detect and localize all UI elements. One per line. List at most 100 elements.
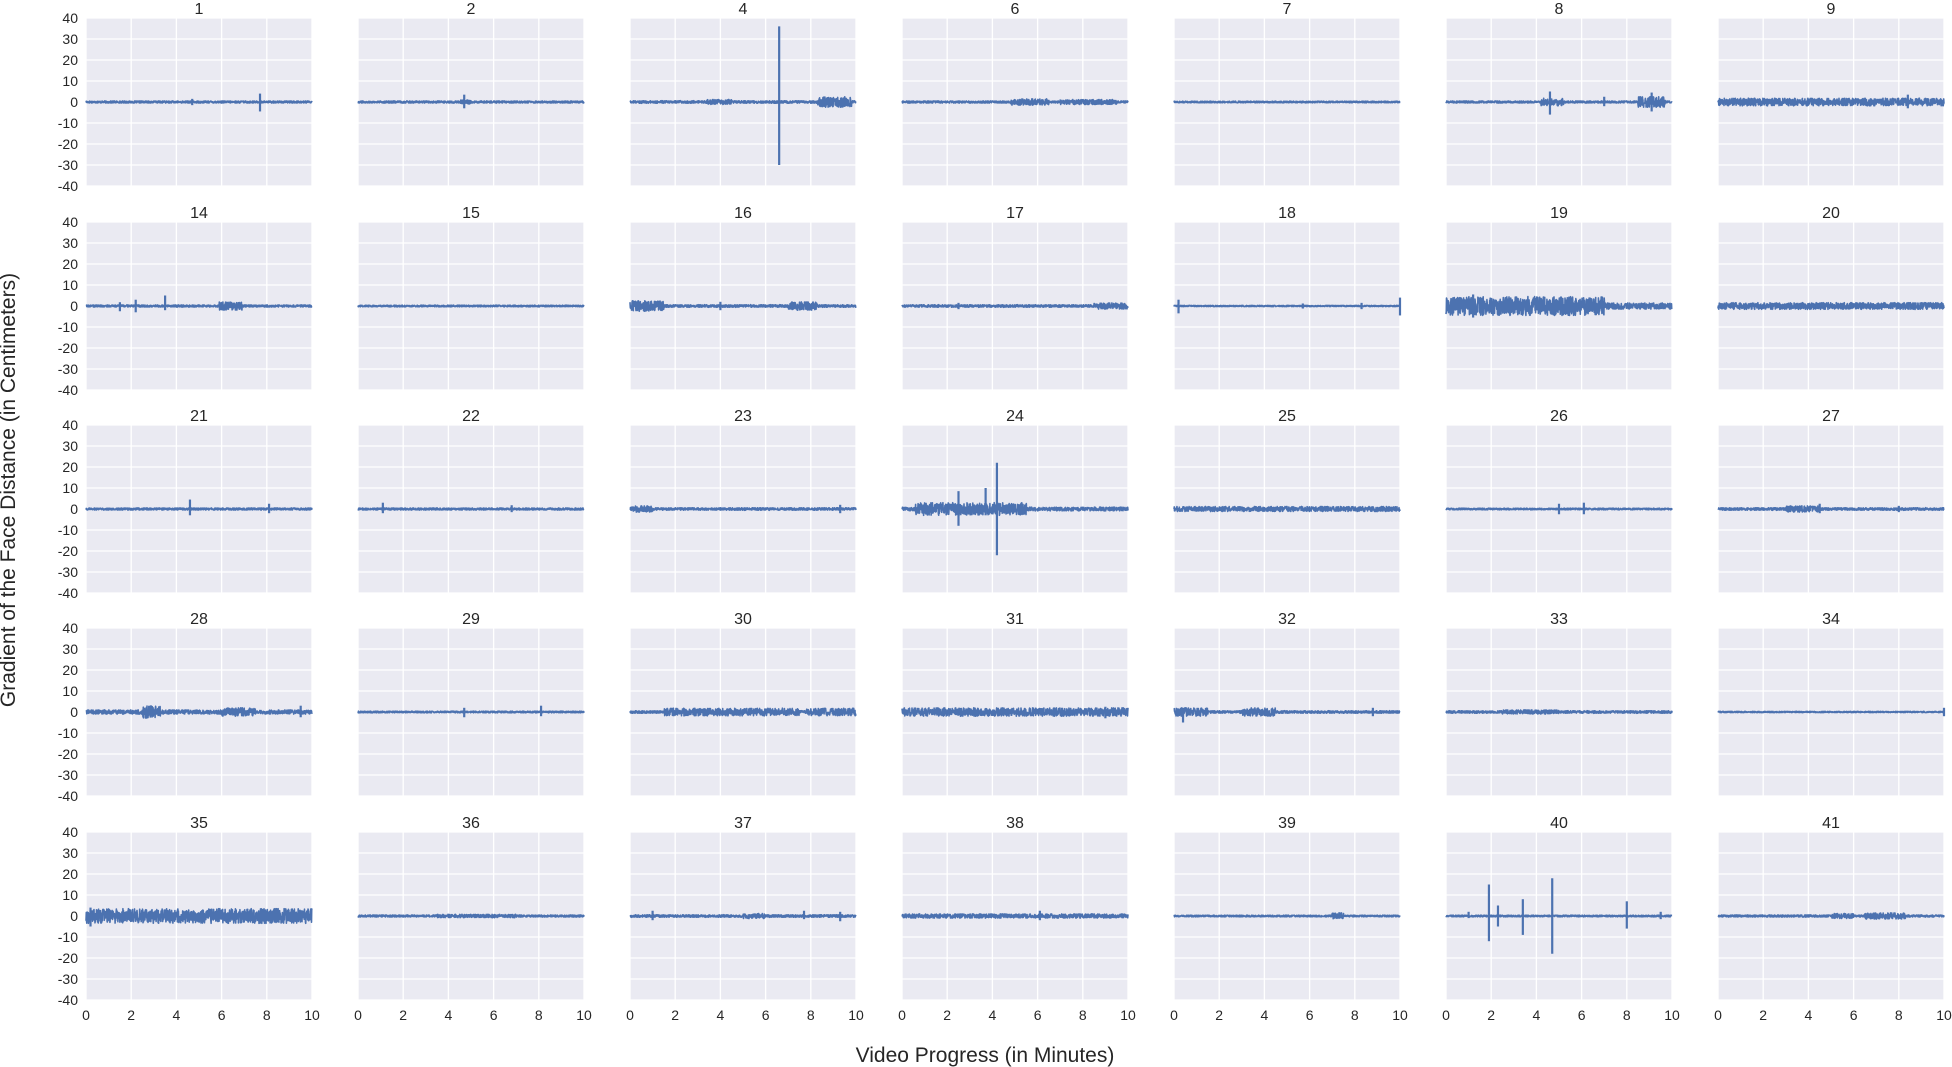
panel-title: 17 xyxy=(1006,205,1024,222)
x-tick-label: 0 xyxy=(354,1007,362,1023)
x-tick-label: 10 xyxy=(1120,1007,1136,1023)
y-tick-label: -30 xyxy=(58,157,78,173)
series-line xyxy=(1445,295,1673,317)
panel-23: 23 xyxy=(629,408,857,594)
series-line xyxy=(1717,301,1945,311)
panel-title: 6 xyxy=(1011,1,1020,18)
y-tick-label: 0 xyxy=(70,908,78,924)
panel-16: 16 xyxy=(629,205,857,391)
panel-title: 14 xyxy=(190,205,208,222)
series-line xyxy=(901,501,1129,517)
panel-25: 25 xyxy=(1173,408,1401,594)
series-line xyxy=(629,505,857,513)
panel-29: 29 xyxy=(357,611,585,797)
panel-title: 36 xyxy=(462,815,480,832)
x-tick-label: 8 xyxy=(1623,1007,1631,1023)
y-tick-label: 40 xyxy=(62,214,78,230)
panel-title: 23 xyxy=(734,408,752,425)
panel-title: 28 xyxy=(190,611,208,628)
y-tick-label: -20 xyxy=(58,136,78,152)
x-tick-label: 10 xyxy=(1664,1007,1680,1023)
x-tick-label: 0 xyxy=(626,1007,634,1023)
panel-title: 39 xyxy=(1278,815,1296,832)
panel-9: 9 xyxy=(1717,1,1945,187)
series-line xyxy=(1717,710,1945,714)
x-tick-label: 4 xyxy=(989,1007,997,1023)
panel-15: 15 xyxy=(357,205,585,391)
series-line xyxy=(1717,505,1945,513)
x-tick-label: 2 xyxy=(943,1007,951,1023)
series-line xyxy=(85,507,313,511)
x-tick-label: 6 xyxy=(1034,1007,1042,1023)
series-line xyxy=(85,301,313,311)
y-tick-label: -30 xyxy=(58,971,78,987)
panel-title: 26 xyxy=(1550,408,1568,425)
panel-21: 21 40 30 20 10 0 -10 -20 -30 -40 xyxy=(58,408,313,601)
y-tick-label: -20 xyxy=(58,746,78,762)
panel-36: 36 0 2 4 6 8 10 xyxy=(354,815,592,1023)
y-tick-label: 10 xyxy=(62,277,78,293)
x-tick-label: 4 xyxy=(717,1007,725,1023)
panel-40: 40 0 2 4 6 8 10 xyxy=(1442,815,1680,1023)
panel-26: 26 xyxy=(1445,408,1673,594)
series-line xyxy=(1445,96,1673,108)
series-line xyxy=(85,705,313,719)
y-tick-label: -30 xyxy=(58,361,78,377)
y-tick-label: 20 xyxy=(62,256,78,272)
panel-title: 35 xyxy=(190,815,208,832)
panel-title: 4 xyxy=(739,1,748,18)
y-tick-label: 20 xyxy=(62,662,78,678)
series-line xyxy=(357,710,585,714)
panel-title: 33 xyxy=(1550,611,1568,628)
panel-41: 41 0 2 4 6 8 10 xyxy=(1714,815,1952,1023)
y-tick-label: 40 xyxy=(62,824,78,840)
y-tick-label: -10 xyxy=(58,319,78,335)
panel-2: 2 xyxy=(357,1,585,187)
y-tick-label: -40 xyxy=(58,178,78,194)
series-line xyxy=(357,99,585,105)
panel-title: 31 xyxy=(1006,611,1024,628)
panel-title: 27 xyxy=(1822,408,1840,425)
y-tick-label: 20 xyxy=(62,52,78,68)
x-tick-label: 10 xyxy=(1392,1007,1408,1023)
panel-title: 38 xyxy=(1006,815,1024,832)
y-tick-label: 0 xyxy=(70,704,78,720)
series-line xyxy=(357,304,585,308)
panel-title: 15 xyxy=(462,205,480,222)
x-tick-label: 8 xyxy=(1079,1007,1087,1023)
y-tick-label: 40 xyxy=(62,417,78,433)
x-tick-label: 8 xyxy=(1351,1007,1359,1023)
series-line xyxy=(629,300,857,312)
panel-title: 24 xyxy=(1006,408,1024,425)
panel-title: 16 xyxy=(734,205,752,222)
series-line xyxy=(1173,707,1401,717)
series-line xyxy=(357,507,585,511)
panel-37: 37 0 2 4 6 8 10 xyxy=(626,815,864,1023)
x-tick-label: 8 xyxy=(535,1007,543,1023)
y-tick-label: -20 xyxy=(58,340,78,356)
x-tick-label: 2 xyxy=(1215,1007,1223,1023)
panel-30: 30 xyxy=(629,611,857,797)
y-tick-label: -20 xyxy=(58,950,78,966)
series-line xyxy=(629,707,857,717)
y-tick-label: 0 xyxy=(70,501,78,517)
series-line xyxy=(901,913,1129,919)
panel-20: 20 xyxy=(1717,205,1945,391)
x-tick-label: 6 xyxy=(490,1007,498,1023)
x-tick-label: 2 xyxy=(399,1007,407,1023)
panel-34: 34 xyxy=(1717,611,1946,797)
y-tick-label: 20 xyxy=(62,866,78,882)
x-tick-label: 2 xyxy=(127,1007,135,1023)
y-tick-label: 10 xyxy=(62,683,78,699)
panel-title: 8 xyxy=(1555,1,1564,18)
series-line xyxy=(357,913,585,919)
x-tick-label: 8 xyxy=(1895,1007,1903,1023)
y-tick-label: 40 xyxy=(62,620,78,636)
panel-title: 9 xyxy=(1827,1,1836,18)
x-tick-label: 4 xyxy=(1533,1007,1541,1023)
x-tick-label: 0 xyxy=(82,1007,90,1023)
series-line xyxy=(1717,912,1945,920)
panel-4: 4 xyxy=(629,1,857,187)
